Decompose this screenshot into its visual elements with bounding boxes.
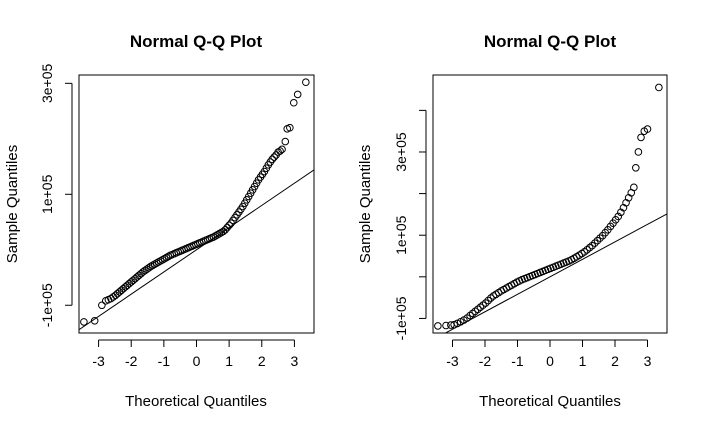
plot-frame <box>78 74 315 334</box>
data-point <box>147 262 155 271</box>
data-point <box>442 321 450 330</box>
y-tick-label: 1e+05 <box>393 215 409 255</box>
x-axis-label: Theoretical Quantiles <box>479 393 621 410</box>
data-point <box>596 234 604 242</box>
x-tick-label: 3 <box>291 353 299 369</box>
data-point <box>466 311 474 320</box>
x-axis-label: Theoretical Quantiles <box>125 393 267 410</box>
y-tick-label: 3e+05 <box>393 132 409 172</box>
x-tick-label: -1 <box>158 353 171 369</box>
data-point <box>655 83 663 92</box>
data-point <box>286 123 294 132</box>
data-point <box>276 147 284 155</box>
data-point <box>593 236 602 245</box>
data-point <box>160 254 169 263</box>
data-point <box>270 153 278 161</box>
data-point <box>580 248 589 256</box>
data-point <box>434 322 442 330</box>
data-point <box>98 301 106 310</box>
qq-reference-line <box>79 169 314 331</box>
x-tick-label: -3 <box>446 353 459 369</box>
x-tick-label: 0 <box>546 353 554 369</box>
y-axis-label: Sample Quantiles <box>4 145 21 263</box>
data-point <box>450 320 458 329</box>
data-point <box>630 183 638 192</box>
chart-title: Normal Q-Q Plot <box>130 32 263 51</box>
y-tick-label: 3e+05 <box>39 63 55 103</box>
data-point <box>289 98 298 107</box>
data-point <box>293 90 302 99</box>
data-point <box>302 78 310 87</box>
y-axis-label: Sample Quantiles <box>357 145 374 263</box>
data-point <box>215 229 224 238</box>
chart-panel-2: -3 -2 -1 0 1 2 3 -1e+05 1e+05 3e+05 Normal Q-Q Plo… <box>357 32 668 410</box>
data-point <box>481 299 490 307</box>
data-point <box>614 212 623 221</box>
data-point <box>221 226 230 234</box>
data-point <box>219 227 228 236</box>
x-tick-label: 3 <box>644 353 652 369</box>
data-point <box>487 294 495 302</box>
data-point <box>152 259 161 267</box>
x-tick-label: 1 <box>579 353 587 369</box>
data-point <box>634 148 643 156</box>
data-point <box>484 296 493 305</box>
x-tick-label: 2 <box>611 353 619 369</box>
data-point <box>474 305 482 314</box>
data-point <box>476 303 485 312</box>
data-point <box>268 155 277 164</box>
data-point <box>150 260 159 269</box>
data-point <box>583 245 591 254</box>
data-point <box>588 241 597 250</box>
x-tick-label: -2 <box>479 353 492 369</box>
data-point <box>617 208 625 217</box>
data-point <box>643 125 652 133</box>
data-point <box>225 221 233 230</box>
data-point <box>471 307 480 316</box>
data-point <box>213 230 222 239</box>
data-point <box>468 309 477 318</box>
data-point <box>637 133 645 142</box>
data-point <box>162 253 171 262</box>
data-point <box>591 239 599 247</box>
x-tick-label: 2 <box>258 353 266 369</box>
data-point <box>80 318 88 326</box>
data-point <box>90 316 99 325</box>
data-point <box>479 301 487 309</box>
plot-frame <box>432 74 668 334</box>
x-tick-label: -1 <box>511 353 524 369</box>
y-tick-label: 1e+05 <box>39 174 55 214</box>
data-point <box>156 257 165 265</box>
data-point <box>211 232 220 240</box>
data-point <box>209 233 218 241</box>
data-point <box>585 243 594 252</box>
chart-title: Normal Q-Q Plot <box>484 32 617 51</box>
x-tick-label: 1 <box>225 353 233 369</box>
data-point <box>154 258 163 266</box>
data-point <box>145 264 153 272</box>
data-point <box>223 223 231 232</box>
x-tick-label: 0 <box>193 353 201 369</box>
y-tick-label: -1e+05 <box>39 283 55 327</box>
x-tick-label: -2 <box>125 353 138 369</box>
data-point <box>281 137 290 146</box>
data-point <box>632 163 640 172</box>
chart-panel-1: -3 -2 -1 0 1 2 3 -1e+05 1e+05 3e+05 Normal Q-Q Plo… <box>4 32 315 410</box>
y-tick-label: -1e+05 <box>393 296 409 340</box>
data-point <box>158 255 167 264</box>
x-tick-label: -3 <box>92 353 105 369</box>
data-point <box>278 145 286 154</box>
data-point <box>148 261 157 270</box>
